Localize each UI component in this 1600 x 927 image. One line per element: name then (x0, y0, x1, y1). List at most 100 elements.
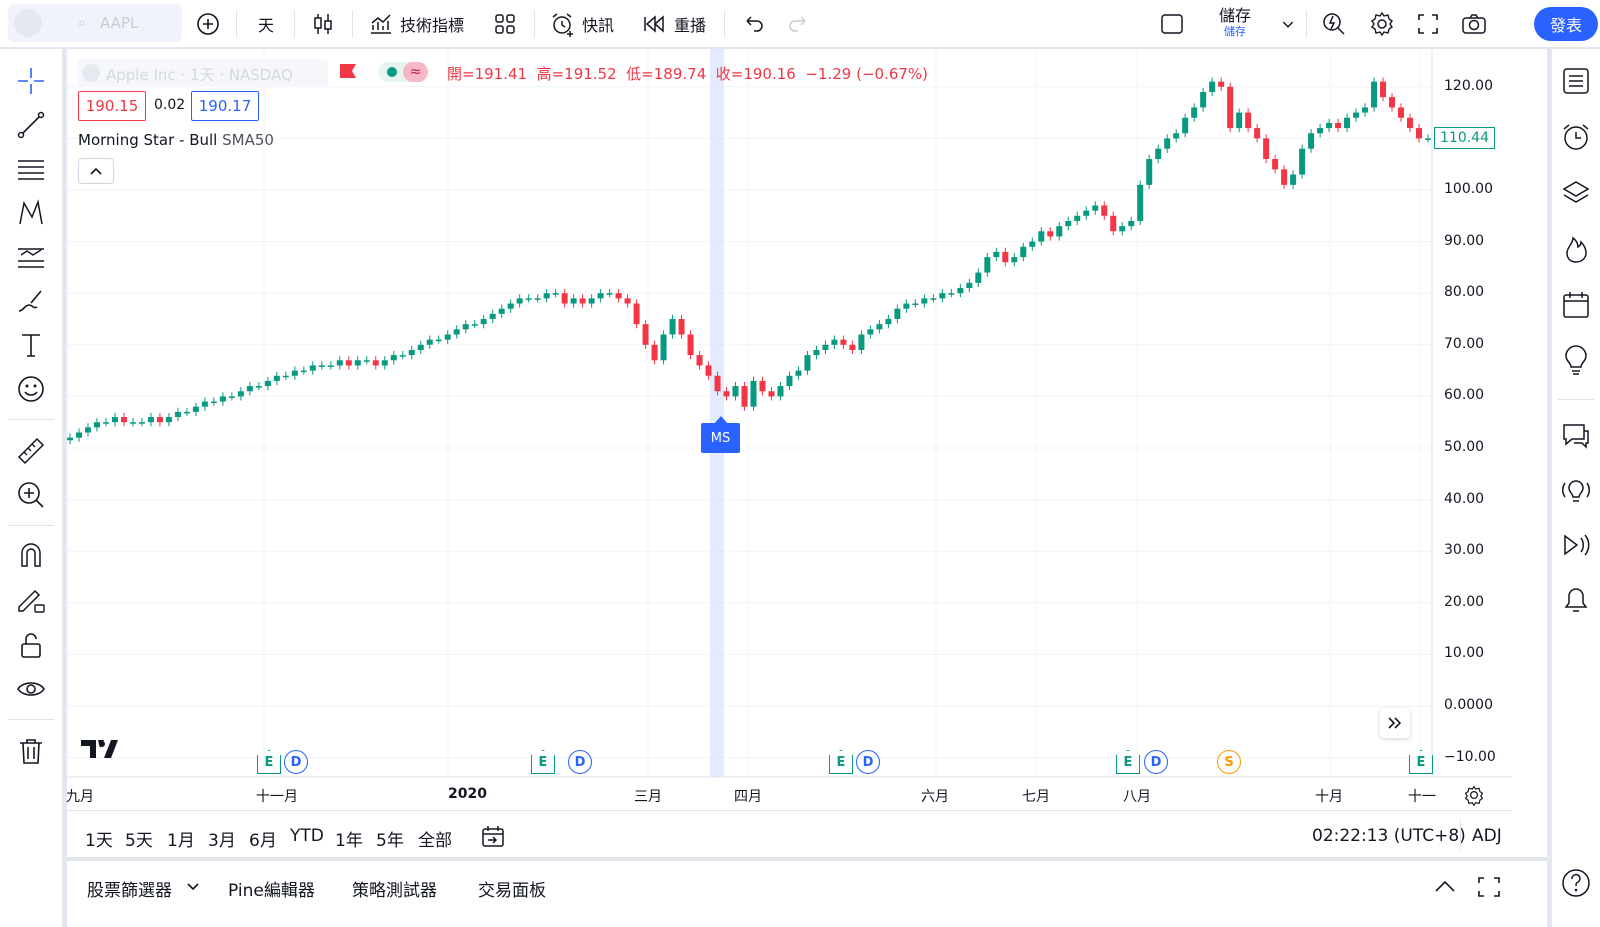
earnings-marker[interactable]: E (531, 750, 555, 774)
indicators-button[interactable]: 技術指標 (368, 0, 474, 47)
hotlist-button[interactable] (1558, 231, 1594, 267)
trendline-icon (17, 111, 45, 139)
pattern-marker[interactable]: MS (701, 423, 740, 453)
adj-toggle[interactable]: ADJ (1472, 826, 1502, 846)
object-tree-button[interactable] (1558, 175, 1594, 211)
time-label: 十一月 (256, 789, 298, 805)
ideas-button[interactable] (1558, 343, 1594, 379)
axis-settings-button[interactable] (1463, 784, 1485, 807)
range-all[interactable]: 全部 (418, 831, 452, 851)
undo-button[interactable] (740, 0, 766, 47)
earnings-marker[interactable]: E (257, 750, 281, 774)
emoji-tool[interactable] (13, 371, 49, 407)
range-5d[interactable]: 5天 (125, 831, 153, 851)
brush-icon (18, 290, 42, 312)
chevron-down-icon[interactable] (186, 882, 200, 892)
dividend-marker[interactable]: D (568, 750, 592, 774)
earnings-marker[interactable]: E (829, 750, 853, 774)
bell-icon (1564, 588, 1588, 612)
pattern-tool[interactable] (13, 195, 49, 231)
earnings-marker[interactable]: E (1409, 750, 1433, 774)
symbol-search[interactable]: ⌕ AAPL (8, 4, 182, 42)
streams-button[interactable] (1558, 527, 1594, 563)
crosshair-tool[interactable] (13, 63, 49, 99)
flag-icon[interactable] (339, 63, 357, 79)
magnet-tool[interactable] (13, 537, 49, 573)
price-label: 90.00 (1444, 232, 1485, 249)
chat-button[interactable] (1558, 417, 1594, 453)
split-marker[interactable]: S (1217, 750, 1241, 774)
prediction-tool[interactable] (13, 239, 49, 275)
market-status[interactable]: ≈ (378, 62, 428, 82)
list-icon (1563, 68, 1589, 94)
brush-tool[interactable] (13, 283, 49, 319)
price-label: 0.0000 (1444, 697, 1493, 713)
price-label: 120.00 (1444, 77, 1493, 94)
tab-strategy-tester[interactable]: 策略測試器 (352, 881, 437, 901)
chart-pane[interactable] (67, 49, 1547, 857)
bid-price[interactable]: 190.15 (78, 91, 146, 121)
clock[interactable]: 02:22:13 (UTC+8) (1312, 826, 1466, 846)
save-menu-button[interactable] (1276, 0, 1300, 47)
range-1d[interactable]: 1天 (85, 831, 113, 851)
range-bar-divider (67, 810, 1512, 811)
compare-button[interactable] (194, 0, 222, 47)
publish-button[interactable]: 發表 (1534, 7, 1598, 41)
maximize-panel-icon[interactable] (1477, 876, 1501, 898)
go-to-date-button[interactable] (480, 824, 506, 850)
trendline-tool[interactable] (13, 107, 49, 143)
tab-screener[interactable]: 股票篩選器 (87, 881, 172, 901)
avatar[interactable] (14, 9, 42, 37)
ohlc-values: 開=191.41 高=191.52 低=189.74 收=190.16 −1.2… (447, 65, 929, 83)
indicators-label: 技術指標 (400, 15, 465, 35)
range-3m[interactable]: 3月 (208, 831, 236, 851)
save-label: 儲存 (1218, 6, 1251, 25)
range-5y[interactable]: 5年 (376, 831, 404, 851)
tab-pine-editor[interactable]: Pine編輯器 (228, 881, 315, 901)
alert-button[interactable]: 快訊 (550, 0, 620, 47)
settings-button[interactable] (1368, 0, 1396, 47)
dividend-marker[interactable]: D (284, 750, 308, 774)
live-ideas-button[interactable] (1558, 473, 1594, 509)
quick-search-button[interactable] (1320, 0, 1348, 47)
zoom-tool[interactable] (13, 477, 49, 513)
redo-button[interactable] (786, 0, 812, 47)
interval-button[interactable]: 天 (257, 15, 274, 35)
help-button[interactable] (1558, 865, 1594, 901)
fib-tool[interactable] (13, 151, 49, 187)
snapshot-button[interactable] (1460, 0, 1488, 47)
watchlist-button[interactable] (1558, 63, 1594, 99)
chart-type-button[interactable] (310, 0, 336, 47)
dividend-marker[interactable]: D (856, 750, 880, 774)
chat-icon (1563, 424, 1589, 449)
lock-all-tool[interactable] (13, 627, 49, 663)
legend-symbol-box[interactable]: Apple Inc · 1天 · NASDAQ (78, 59, 328, 87)
range-ytd[interactable]: YTD (290, 826, 324, 846)
save-button[interactable]: 儲存 儲存 (1206, 6, 1264, 42)
text-tool[interactable] (13, 327, 49, 363)
scroll-to-realtime-button[interactable] (1380, 708, 1410, 738)
remove-drawings-tool[interactable] (13, 733, 49, 769)
hide-drawings-tool[interactable] (13, 671, 49, 707)
notifications-button[interactable] (1558, 581, 1594, 617)
tab-trading-panel[interactable]: 交易面板 (478, 881, 546, 901)
templates-button[interactable] (492, 0, 518, 47)
lock-drawing-tool[interactable] (13, 581, 49, 617)
fullscreen-button[interactable] (1414, 0, 1442, 47)
chevron-up-icon[interactable] (1433, 878, 1457, 894)
ask-price[interactable]: 190.17 (191, 91, 259, 121)
range-6m[interactable]: 6月 (249, 831, 277, 851)
alerts-button[interactable] (1558, 119, 1594, 155)
calendar-button[interactable] (1558, 287, 1594, 323)
range-1m[interactable]: 1月 (167, 831, 195, 851)
dividend-marker[interactable]: D (1144, 750, 1168, 774)
measure-tool[interactable] (13, 433, 49, 469)
collapse-legend-button[interactable] (78, 158, 114, 184)
replay-button[interactable]: 重播 (642, 0, 712, 47)
earnings-marker[interactable]: E (1116, 750, 1140, 774)
range-1y[interactable]: 1年 (335, 831, 363, 851)
search-icon: ⌕ (78, 15, 86, 31)
layout-button[interactable] (1158, 0, 1186, 47)
indicator-legend[interactable]: Morning Star - Bull SMA50 (78, 131, 274, 149)
magnet-icon (21, 543, 41, 567)
